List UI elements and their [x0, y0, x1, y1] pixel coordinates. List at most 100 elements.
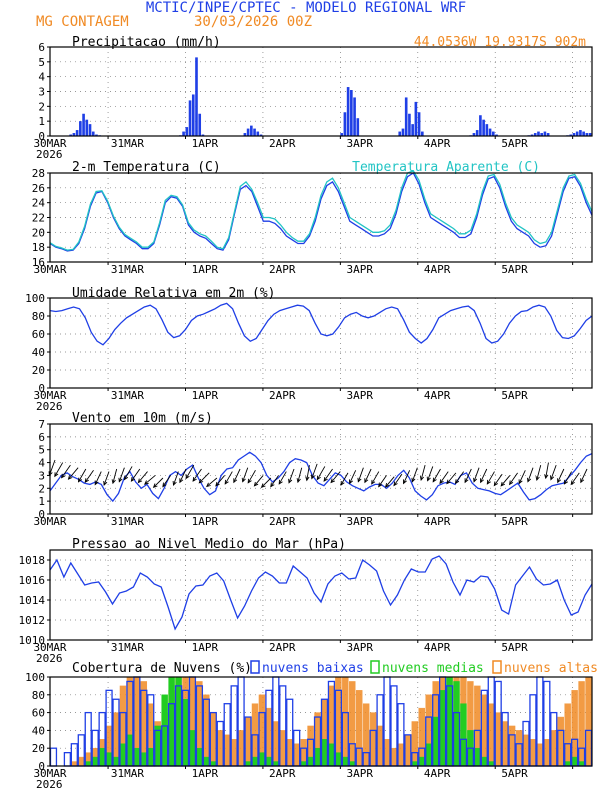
- precip-bar: [533, 133, 537, 136]
- wind-ytick-label: 2: [38, 482, 45, 495]
- clouds-bar-nuvens-medias: [91, 756, 99, 767]
- wind-vector-arrow: [215, 475, 225, 487]
- precip-ytick-label: 4: [38, 71, 45, 84]
- rh-xtick-label: 2APR: [269, 389, 296, 402]
- clouds-bar-nuvens-altas: [293, 743, 300, 767]
- clouds-legend-high-swatch: [492, 660, 502, 674]
- clouds-bar-nuvens-altas: [217, 730, 224, 767]
- clouds-bar-nuvens-medias: [265, 756, 273, 767]
- wind-vector-head: [260, 483, 266, 489]
- wind-vector-head: [378, 482, 383, 488]
- wind-vector-arrow: [316, 466, 326, 480]
- precip-bar: [343, 112, 347, 136]
- precip-xtick-label: 1APR: [192, 137, 219, 150]
- precip-bar: [75, 130, 79, 136]
- wind-vector-head: [94, 480, 99, 486]
- temp-ytick-label: 26: [32, 182, 45, 195]
- precip-bar: [575, 131, 579, 136]
- precip-bar: [488, 128, 492, 136]
- clouds-bar-nuvens-medias: [411, 761, 419, 767]
- wind-vector-head: [247, 478, 252, 484]
- clouds-bar-nuvens-altas: [585, 676, 592, 767]
- wind-ytick-label: 0: [38, 508, 45, 521]
- pressure-xtick-label: 3APR: [346, 641, 373, 654]
- clouds-bar-nuvens-medias: [564, 761, 571, 767]
- wind-vector-arrow: [78, 468, 87, 482]
- wind-vector-head: [364, 478, 369, 484]
- wind-vector-head: [580, 478, 585, 484]
- clouds-bar-nuvens-medias: [258, 752, 266, 767]
- wind-vector-head: [233, 478, 238, 484]
- precip-bar: [246, 128, 250, 136]
- wind-vector-arrow: [261, 477, 272, 488]
- wind-vector-head: [185, 474, 190, 480]
- clouds-bar-nuvens-altas: [515, 730, 523, 767]
- clouds-bar-nuvens-medias: [321, 739, 328, 767]
- clouds-bar-nuvens-medias: [578, 761, 585, 767]
- precip-bar: [414, 101, 418, 136]
- clouds-bar-nuvens-medias: [140, 752, 148, 767]
- temp-title: 2-m Temperatura (C): [72, 160, 221, 175]
- clouds-bar-nuvens-altas: [223, 734, 231, 767]
- wind-vector-arrow: [480, 468, 488, 483]
- pressure-ytick-label: 1012: [19, 614, 46, 627]
- clouds-bar-nuvens-altas: [481, 694, 488, 767]
- clouds-ytick-label: 100: [25, 671, 45, 684]
- rh-xtick-label: 30MAR: [33, 389, 66, 402]
- wind-vector-arrow: [473, 467, 480, 482]
- rh-xyear-label: 2026: [36, 400, 63, 413]
- clouds-xtick-label: 2APR: [269, 767, 296, 780]
- clouds-bar-nuvens-altas: [210, 712, 217, 767]
- clouds-bar-nuvens-altas: [404, 734, 412, 767]
- wind-vector-arrow: [393, 473, 403, 486]
- wind-vector-head: [103, 480, 108, 486]
- wind-vector-head: [518, 479, 523, 485]
- rh-title: Umidade Relativa em 2m (%): [72, 286, 276, 301]
- wind-vector-head: [54, 472, 59, 478]
- wind-vector-arrow: [536, 465, 542, 481]
- precip-bar: [259, 134, 263, 136]
- precip-bar: [472, 133, 476, 136]
- clouds-bar-nuvens-altas: [362, 703, 370, 767]
- precip-xtick-label: 31MAR: [111, 137, 144, 150]
- wind-vector-head: [60, 473, 66, 479]
- clouds-bar-nuvens-medias: [335, 752, 342, 767]
- clouds-bar-nuvens-altas: [286, 739, 293, 767]
- clouds-xyear-label: 2026: [36, 778, 63, 791]
- clouds-xtick-label: 30MAR: [33, 767, 66, 780]
- wind-series-line: [49, 451, 593, 503]
- precip-xtick-label: 5APR: [501, 137, 528, 150]
- wind-vector-head: [480, 478, 484, 484]
- wind-vector-arrow: [131, 468, 141, 482]
- temp-xtick-label: 5APR: [501, 263, 528, 276]
- wind-vector-arrow: [557, 468, 565, 483]
- clouds-bar-nuvens-medias: [84, 761, 92, 767]
- precip-bar: [475, 130, 479, 136]
- wind-vector-arrow: [162, 475, 172, 487]
- pressure-series-line: [49, 555, 593, 631]
- wind-vector-head: [557, 478, 562, 484]
- header-run: 30/03/2026 00Z: [194, 14, 312, 30]
- temp-xtick-label: 2APR: [269, 263, 296, 276]
- wind-vector-arrow: [124, 466, 133, 480]
- rh-xtick-label: 4APR: [424, 389, 451, 402]
- wind-vector-arrow: [61, 464, 71, 478]
- precip-ytick-label: 2: [38, 100, 45, 113]
- clouds-ytick-label: 40: [32, 724, 45, 737]
- temp-ytick-label: 28: [32, 167, 45, 180]
- clouds-bar-nuvens-medias: [203, 756, 210, 767]
- clouds-bar-nuvens-altas: [383, 739, 391, 767]
- wind-ytick-label: 7: [38, 418, 45, 431]
- wind-vector-head: [419, 476, 425, 482]
- wind-vector-head: [323, 477, 328, 482]
- precip-bar: [540, 133, 544, 136]
- wind-ytick-label: 5: [38, 444, 45, 457]
- wind-vector-arrow: [493, 473, 503, 486]
- wind-vector-head: [130, 477, 136, 482]
- wind-vector-head: [464, 478, 469, 484]
- clouds-bar-nuvens-altas: [355, 690, 363, 767]
- wind-vector-head: [340, 480, 345, 486]
- clouds-bar-nuvens-altas: [71, 761, 78, 767]
- wind-vector-arrow: [330, 471, 341, 483]
